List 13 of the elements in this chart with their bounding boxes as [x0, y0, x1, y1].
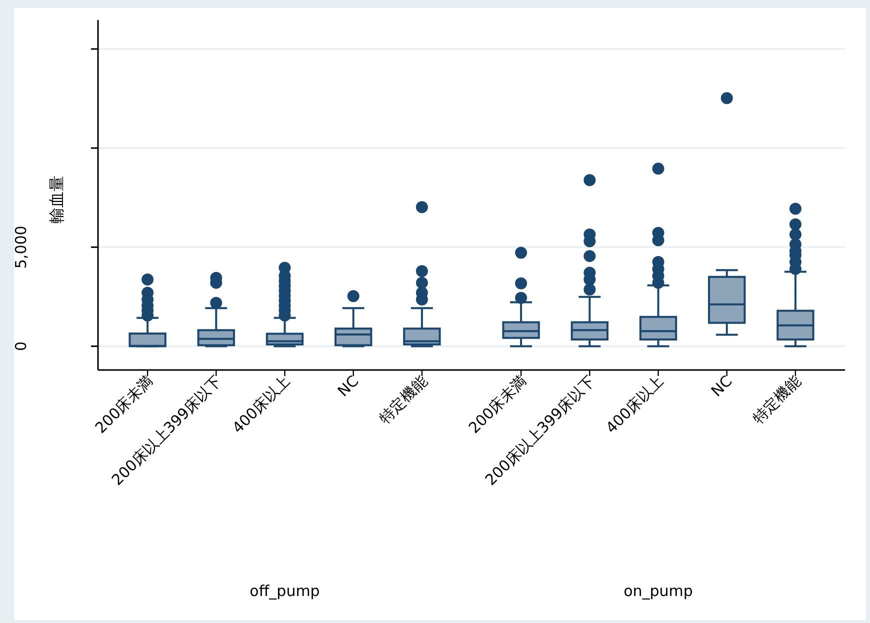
x-tick-label: 200床未満	[465, 372, 530, 437]
x-axis-title: off_pump	[250, 582, 320, 600]
x-tick-label: 400床以上	[602, 372, 668, 437]
x-axis-title: on_pump	[624, 582, 693, 600]
x-tick-label: 特定機能	[376, 372, 431, 428]
x-tick-label: NC	[708, 372, 736, 400]
x-tick-label: 200床未満	[92, 372, 156, 437]
y-tick-label: 5,000	[12, 226, 30, 269]
x-tick-label: 400床以上	[228, 372, 294, 437]
y-axis-title: 輸血量	[47, 176, 66, 224]
y-tick-label: 0	[12, 341, 30, 351]
x-tick-label: NC	[334, 372, 362, 400]
x-tick-label: 特定機能	[749, 372, 804, 428]
